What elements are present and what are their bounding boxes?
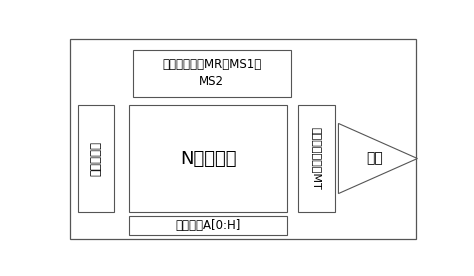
Text: 输出: 输出 [366, 152, 383, 166]
Polygon shape [338, 123, 418, 193]
Text: 行驱动阵列: 行驱动阵列 [90, 141, 102, 176]
Bar [78, 105, 114, 212]
Text: N元线阵列: N元线阵列 [180, 150, 236, 168]
Bar [298, 105, 335, 212]
Bar [129, 105, 287, 212]
Text: 积分存储控制MR、MS1、
MS2: 积分存储控制MR、MS1、 MS2 [162, 59, 261, 89]
Bar [133, 50, 291, 97]
Bar [129, 216, 287, 235]
Text: 输出控制寄存器MT: 输出控制寄存器MT [311, 127, 321, 190]
Text: 列选控制A[0:H]: 列选控制A[0:H] [175, 219, 241, 232]
